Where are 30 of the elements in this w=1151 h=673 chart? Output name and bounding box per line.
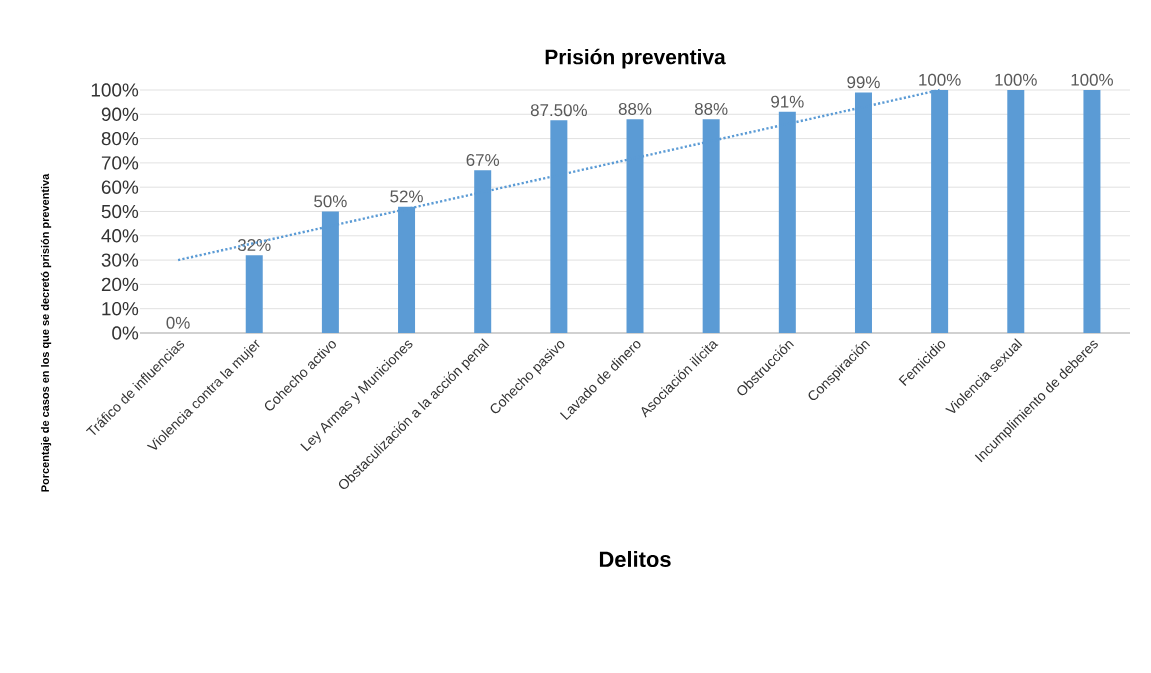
- y-tick-label: 0%: [112, 326, 139, 340]
- data-label: 67%: [466, 153, 500, 166]
- data-label: 52%: [390, 190, 423, 203]
- data-label: 87.50%: [530, 104, 587, 117]
- y-tick-label: 100%: [91, 83, 139, 97]
- data-label: 88%: [694, 102, 728, 115]
- y-tick-label: 10%: [102, 301, 139, 316]
- data-label: 88%: [618, 102, 652, 115]
- data-label: 100%: [995, 73, 1037, 86]
- bar: [1007, 89, 1025, 333]
- data-label: 100%: [919, 73, 961, 86]
- data-label: 32%: [237, 239, 271, 252]
- y-tick-label: 90%: [101, 107, 139, 121]
- x-axis-title: Delitos: [599, 550, 671, 568]
- data-label: 100%: [1071, 73, 1113, 86]
- data-label: 99%: [847, 76, 880, 89]
- y-axis-title: Porcentaje de casos en los que se decretó prisión preventiva: [40, 173, 52, 492]
- bar: [245, 255, 263, 333]
- bar: [1083, 89, 1101, 333]
- chart-title: Prisión preventiva: [545, 48, 726, 69]
- data-label: 0%: [166, 316, 190, 329]
- y-tick-label: 50%: [101, 204, 139, 219]
- y-tick-label: 70%: [101, 156, 139, 170]
- y-tick-label: 60%: [101, 180, 139, 194]
- y-tick-label: 20%: [101, 277, 139, 292]
- data-label: 91%: [771, 95, 804, 108]
- data-label: 50%: [314, 195, 347, 208]
- y-tick-label: 30%: [101, 253, 139, 267]
- y-tick-label: 80%: [101, 131, 139, 146]
- y-tick-label: 40%: [101, 229, 139, 243]
